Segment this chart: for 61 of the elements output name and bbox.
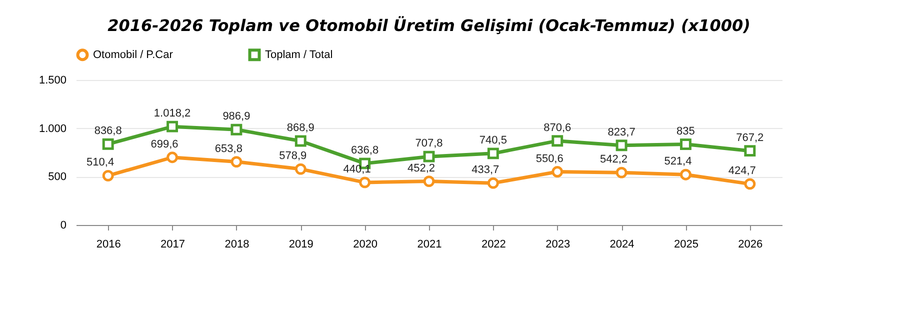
data-label: 823,7 xyxy=(608,126,636,138)
data-label: 767,2 xyxy=(736,132,764,144)
point xyxy=(680,168,692,180)
data-label: 653,8 xyxy=(214,142,242,155)
data-label: 440,1 xyxy=(343,163,371,176)
x-tick-label: 2016 xyxy=(96,238,121,250)
data-label: 433,7 xyxy=(472,164,500,176)
data-label: 870,6 xyxy=(544,122,572,134)
point xyxy=(230,124,242,136)
data-label: 707,8 xyxy=(415,138,443,150)
data-label: 424,7 xyxy=(728,164,756,177)
data-label: 550,6 xyxy=(536,152,564,165)
data-label: 636,8 xyxy=(351,144,379,156)
point xyxy=(294,135,306,147)
point xyxy=(423,150,435,162)
point xyxy=(166,152,178,164)
x-tick-label: 2022 xyxy=(481,238,506,250)
point xyxy=(230,156,242,168)
y-tick-label: 1.500 xyxy=(38,74,66,86)
point xyxy=(744,145,756,157)
x-tick-label: 2021 xyxy=(417,238,442,250)
x-tick-label: 2025 xyxy=(674,238,698,250)
chart-title: 2016-2026 Toplam ve Otomobil Üretim Gelişimi (Ocak-Temmuz) (x1000) xyxy=(108,16,750,35)
point xyxy=(423,176,435,187)
data-label: 542,2 xyxy=(600,154,628,166)
legend-label: Toplam / Total xyxy=(265,48,333,61)
data-label: 452,2 xyxy=(407,162,435,174)
point xyxy=(552,135,564,147)
data-label: 868,9 xyxy=(286,122,314,134)
data-label: 510,4 xyxy=(86,156,114,169)
data-label: 1.018,2 xyxy=(154,108,191,120)
point xyxy=(744,178,756,190)
data-label: 835 xyxy=(676,125,695,138)
point xyxy=(616,166,628,178)
x-tick-label: 2018 xyxy=(224,238,250,250)
point xyxy=(102,170,114,182)
point xyxy=(166,120,178,132)
legend-label: Otomobil / P.Car xyxy=(93,48,174,61)
point xyxy=(102,138,114,150)
data-label: 578,9 xyxy=(279,150,307,162)
point xyxy=(487,177,499,189)
y-tick-label: 1.000 xyxy=(38,122,66,135)
data-label: 521,4 xyxy=(664,156,692,168)
point xyxy=(487,148,499,160)
point xyxy=(616,140,628,152)
data-label: 836,8 xyxy=(94,125,122,138)
x-tick-label: 2020 xyxy=(353,238,378,250)
point xyxy=(680,138,692,150)
x-tick-label: 2026 xyxy=(738,238,763,250)
point xyxy=(552,166,564,178)
x-tick-label: 2019 xyxy=(288,238,314,250)
point xyxy=(294,163,306,175)
y-tick-label: 0 xyxy=(60,220,66,232)
data-label: 986,9 xyxy=(222,110,250,123)
data-label: 699,6 xyxy=(150,138,178,150)
point xyxy=(359,176,371,188)
y-tick-label: 500 xyxy=(48,171,66,184)
x-tick-label: 2024 xyxy=(610,238,634,250)
data-label: 740,5 xyxy=(479,134,507,146)
x-tick-label: 2023 xyxy=(546,238,570,250)
x-tick-label: 2017 xyxy=(160,238,186,250)
